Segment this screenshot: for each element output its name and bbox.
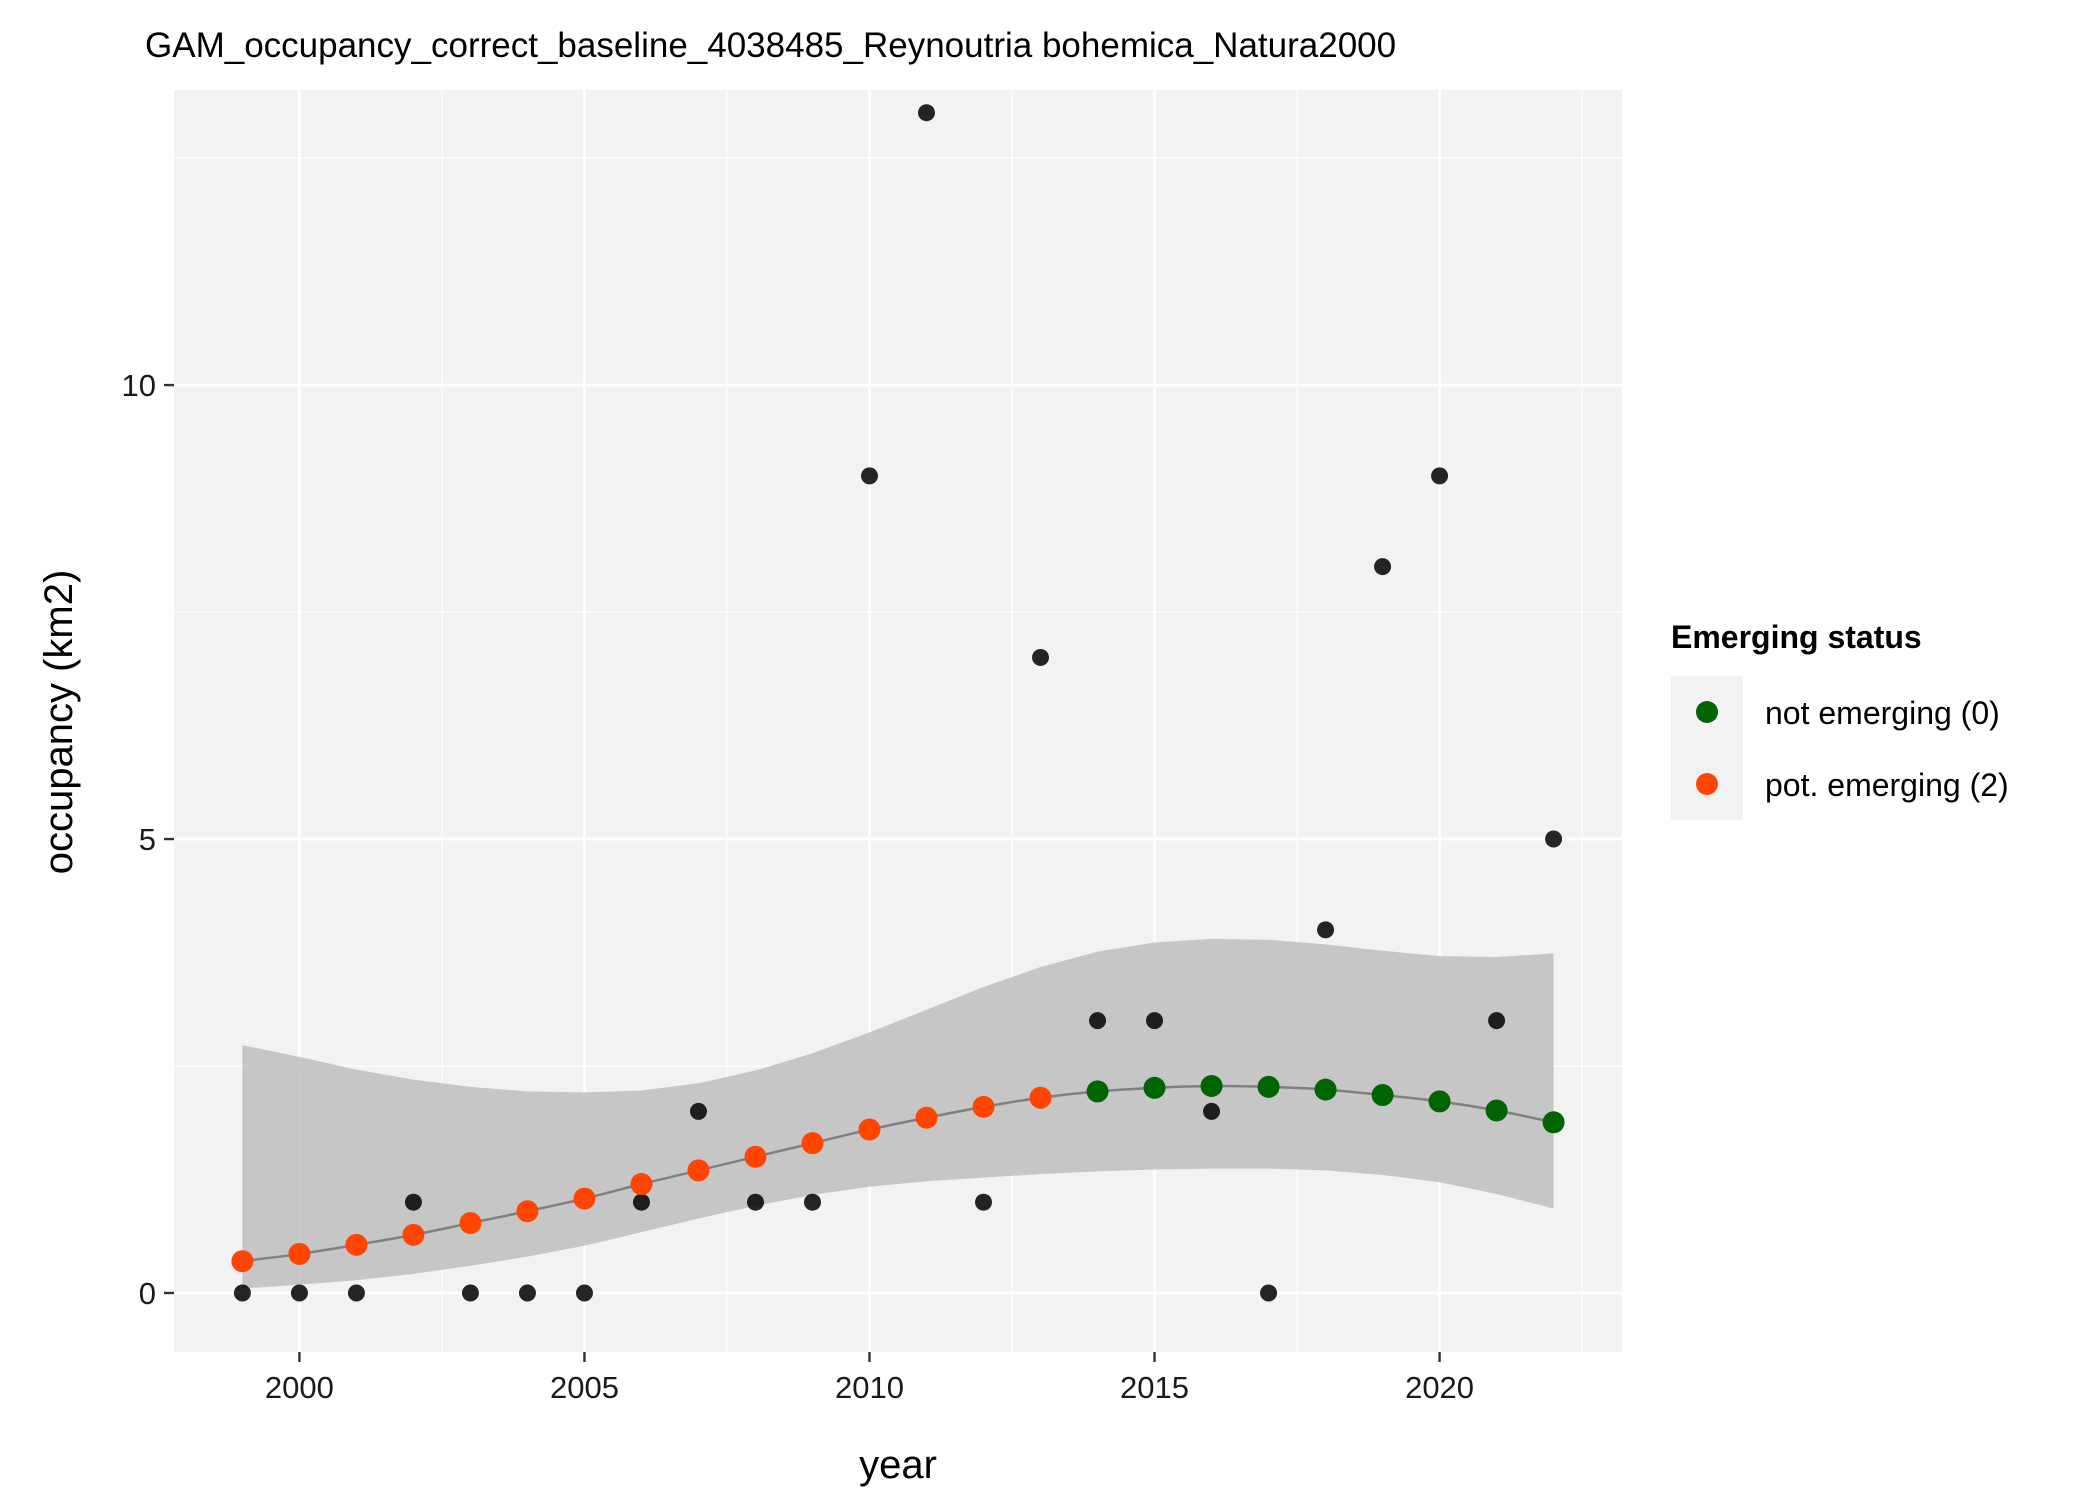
- fit-point: [915, 1106, 938, 1129]
- x-axis: 2000 2005 2010 2015 2020: [265, 1352, 1474, 1405]
- y-axis: 0 5 10: [122, 368, 174, 1311]
- observed-points: [233, 104, 1563, 1302]
- legend-key-not-emerging: [1696, 701, 1718, 723]
- fit-point: [744, 1145, 767, 1168]
- fit-point: [972, 1095, 995, 1118]
- y-axis-title: occupancy (km2): [37, 570, 81, 875]
- y-tick-label: 5: [139, 822, 156, 857]
- fit-point: [1428, 1090, 1451, 1113]
- x-tick-label: 2020: [1405, 1370, 1474, 1405]
- fit-point: [858, 1118, 881, 1141]
- fit-point: [630, 1173, 653, 1196]
- observed-point: [347, 1284, 365, 1302]
- observed-point: [290, 1284, 308, 1302]
- x-axis-title: year: [859, 1443, 937, 1487]
- fit-points: [231, 1074, 1565, 1273]
- fit-point: [231, 1250, 254, 1273]
- legend-label-not-emerging: not emerging (0): [1765, 695, 2000, 731]
- y-tick-label: 0: [139, 1276, 156, 1311]
- x-tick-label: 2000: [265, 1370, 334, 1405]
- fit-point: [345, 1233, 368, 1256]
- fit-point: [1371, 1084, 1394, 1107]
- observed-point: [233, 1284, 251, 1302]
- fit-point: [1257, 1075, 1280, 1098]
- observed-point: [575, 1284, 593, 1302]
- observed-point: [1260, 1284, 1278, 1302]
- fit-point: [801, 1132, 824, 1155]
- legend-key-pot-emerging: [1696, 773, 1718, 795]
- fit-point: [1314, 1078, 1337, 1101]
- fit-point: [1029, 1086, 1052, 1109]
- y-tick-label: 10: [122, 368, 156, 403]
- observed-point: [1488, 1012, 1506, 1030]
- fit-point: [402, 1223, 425, 1246]
- observed-point: [803, 1193, 821, 1211]
- fit-point: [687, 1159, 710, 1182]
- observed-point: [1545, 830, 1563, 848]
- observed-point: [975, 1193, 993, 1211]
- fit-point: [1086, 1080, 1109, 1103]
- observed-point: [404, 1193, 422, 1211]
- observed-point: [1032, 648, 1050, 666]
- fit-point: [1485, 1099, 1508, 1122]
- fit-point: [1542, 1111, 1565, 1134]
- fit-point: [573, 1187, 596, 1210]
- observed-point: [746, 1193, 764, 1211]
- fit-point: [1143, 1076, 1166, 1099]
- x-tick-label: 2010: [835, 1370, 904, 1405]
- observed-point: [1317, 921, 1335, 939]
- legend: Emerging status not emerging (0) pot. em…: [1671, 619, 2009, 820]
- x-tick-label: 2005: [550, 1370, 619, 1405]
- observed-point: [518, 1284, 536, 1302]
- observed-point: [918, 104, 936, 122]
- observed-point: [632, 1193, 650, 1211]
- observed-point: [860, 467, 878, 485]
- observed-point: [461, 1284, 479, 1302]
- observed-point: [1374, 558, 1392, 576]
- observed-point: [689, 1102, 707, 1120]
- fit-point: [288, 1242, 311, 1265]
- observed-point: [1431, 467, 1449, 485]
- fit-point: [1200, 1074, 1223, 1097]
- chart-title: GAM_occupancy_correct_baseline_4038485_R…: [145, 26, 1396, 65]
- observed-point: [1203, 1102, 1221, 1120]
- fit-point: [459, 1212, 482, 1235]
- x-tick-label: 2015: [1120, 1370, 1189, 1405]
- observed-point: [1146, 1012, 1164, 1030]
- legend-label-pot-emerging: pot. emerging (2): [1765, 767, 2009, 803]
- legend-title: Emerging status: [1671, 619, 1922, 655]
- observed-point: [1089, 1012, 1107, 1030]
- fit-point: [516, 1200, 539, 1223]
